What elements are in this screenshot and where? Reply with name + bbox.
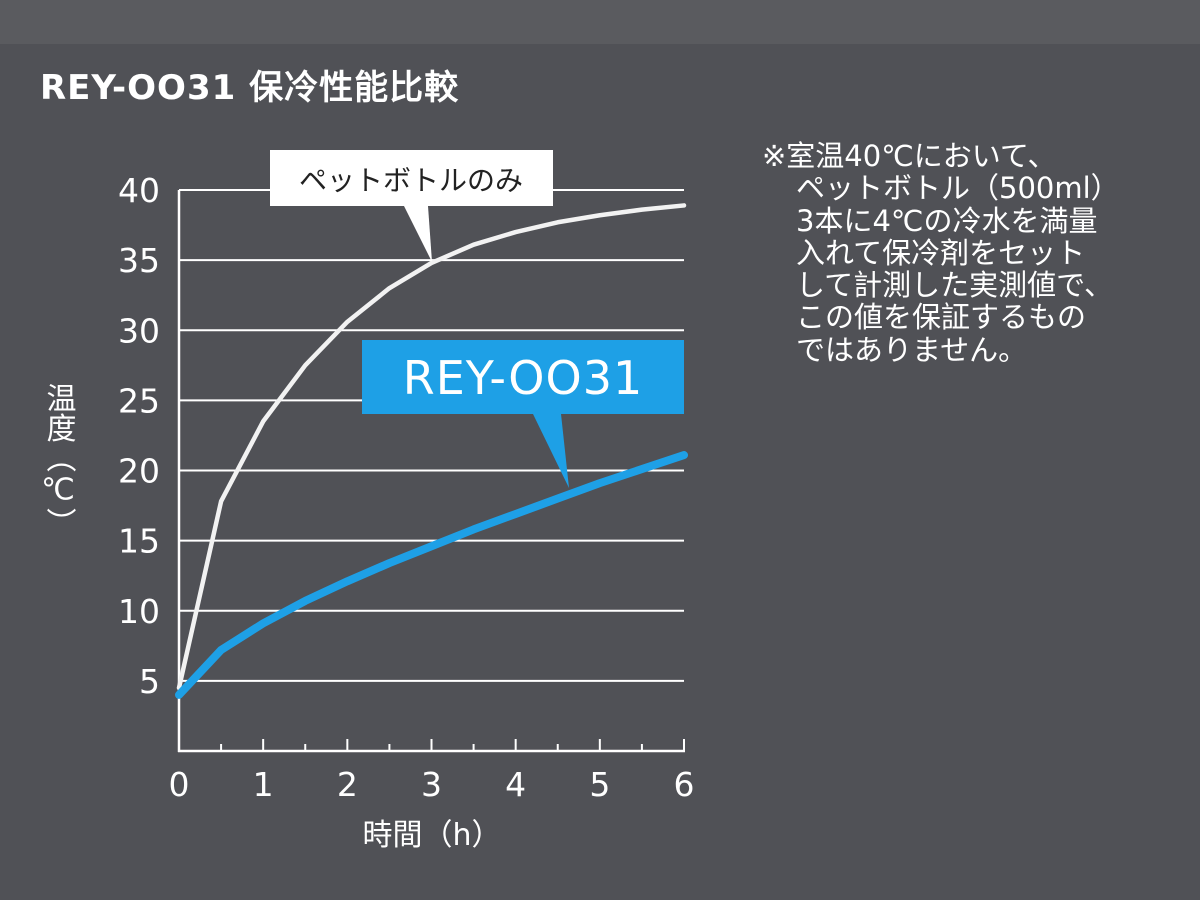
- series-line-bottle: [176, 203, 687, 691]
- footnote-line: ペットボトル（500ml）: [796, 171, 1120, 206]
- x-axis-title: 時間（h）: [362, 818, 501, 853]
- label-pointer-bottle: [404, 206, 432, 262]
- footnote-line: ではありません。: [796, 332, 1028, 367]
- y-tick-label: 20: [118, 452, 160, 491]
- y-tick-label: 5: [139, 662, 160, 701]
- x-tick-label: 0: [169, 765, 190, 804]
- y-tick-label: 10: [118, 592, 160, 631]
- footnote-line: 3本に4℃の冷水を満量: [796, 203, 1098, 238]
- chart-title: REY-OO31 保冷性能比較: [40, 68, 460, 108]
- label-box-rey: [362, 340, 684, 414]
- y-axis-title: 温度（℃）: [41, 383, 77, 538]
- series-label-bottle: ペットボトルのみ: [299, 164, 523, 197]
- footnote-line: ※室温40℃において、: [762, 139, 1057, 173]
- label-pointer-rey: [533, 414, 569, 488]
- footnote-line: して計測した実測値で、: [796, 268, 1113, 303]
- y-tick-label: 40: [118, 171, 160, 210]
- footnote-line: この値を保証するもの: [796, 300, 1087, 335]
- series-label-rey: REY-OO31: [403, 351, 644, 405]
- x-tick-label: 5: [589, 765, 610, 804]
- y-tick-label: 30: [118, 311, 160, 350]
- label-box-bottle: [270, 150, 553, 206]
- x-tick-label: 1: [253, 765, 274, 804]
- x-tick-label: 2: [337, 765, 358, 804]
- x-tick-label: 4: [505, 765, 526, 804]
- series-line-rey: [175, 451, 688, 699]
- footnote: ※室温40℃において、 ペットボトル（500ml） 3本に4℃の冷水を満量 入れ…: [762, 140, 1120, 366]
- footnote-line: 入れて保冷剤をセット: [796, 235, 1086, 270]
- top-band: [0, 0, 1200, 44]
- x-tick-label: 3: [421, 765, 442, 804]
- x-tick-label: 6: [674, 765, 695, 804]
- y-tick-label: 15: [118, 522, 160, 561]
- y-tick-label: 35: [118, 241, 160, 280]
- y-tick-label: 25: [118, 381, 160, 420]
